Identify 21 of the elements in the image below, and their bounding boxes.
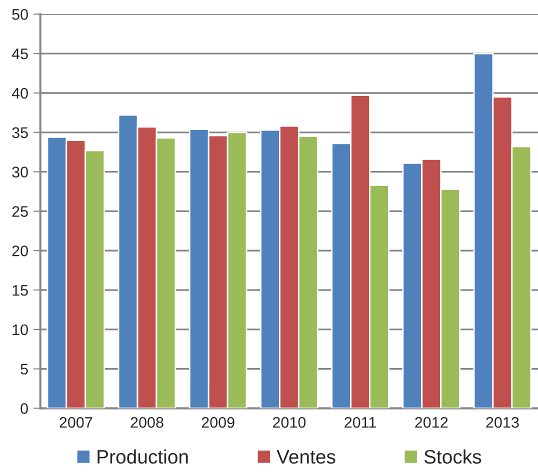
- x-tick-label: 2007: [60, 417, 92, 428]
- x-tick-label: 2012: [415, 417, 448, 428]
- legend-label: Ventes: [276, 450, 336, 464]
- x-tick-label: 2010: [272, 417, 306, 428]
- y-tick-label: 35: [12, 127, 28, 138]
- y-tick-label: 40: [12, 88, 28, 99]
- x-tick-label: 2009: [202, 417, 234, 428]
- y-tick-label: 15: [12, 285, 28, 296]
- y-tick-label: 5: [20, 364, 28, 375]
- y-tick-label: 10: [12, 324, 28, 336]
- legend-label: Stocks: [424, 449, 482, 464]
- legend-label: Production: [98, 449, 188, 464]
- x-tick-label: 2011: [344, 417, 376, 428]
- y-tick-label: 30: [12, 166, 28, 178]
- y-tick-label: 0: [20, 403, 28, 414]
- y-tick-label: 20: [12, 246, 28, 256]
- y-tick-label: 45: [12, 48, 28, 60]
- y-tick-label: 25: [12, 206, 28, 217]
- x-tick-label: 2013: [486, 417, 519, 428]
- y-tick-label: 50: [12, 9, 28, 20]
- x-tick-label: 2008: [130, 417, 164, 428]
